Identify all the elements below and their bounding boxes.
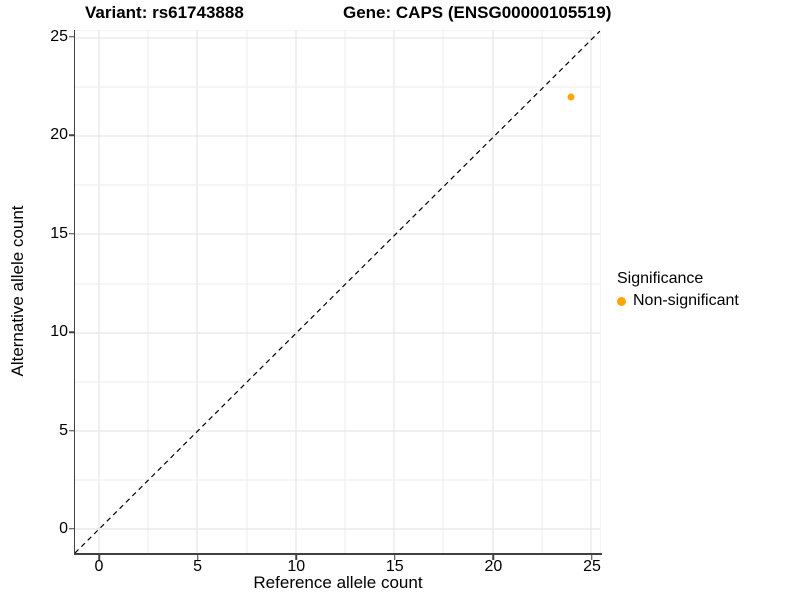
y-tick-mark bbox=[68, 233, 74, 235]
data-point bbox=[567, 93, 575, 101]
identity-dashed-line bbox=[75, 31, 600, 553]
gridline-horizontal bbox=[75, 233, 600, 235]
plot-panel bbox=[75, 30, 601, 553]
gridline-vertical bbox=[147, 31, 149, 553]
legend-title: Significance bbox=[617, 270, 704, 287]
x-tick-mark bbox=[591, 554, 593, 560]
y-tick-mark bbox=[68, 528, 74, 530]
x-tick-mark bbox=[492, 554, 495, 560]
x-tick-mark bbox=[394, 554, 396, 560]
x-tick-label: 20 bbox=[484, 558, 503, 575]
y-tick-label: 5 bbox=[59, 421, 68, 439]
x-tick-label: 15 bbox=[385, 558, 404, 575]
gridline-vertical bbox=[98, 31, 100, 553]
gridline-horizontal bbox=[75, 135, 600, 137]
legend-marker-circle-icon bbox=[617, 296, 626, 306]
gridline-vertical bbox=[393, 31, 395, 553]
x-tick-label: 10 bbox=[287, 558, 306, 575]
x-tick-label: 5 bbox=[193, 558, 203, 575]
legend-label: Non-significant bbox=[633, 292, 739, 309]
gridline-horizontal bbox=[75, 37, 600, 39]
x-tick-labels: 0 5 10 15 20 25 bbox=[75, 558, 601, 578]
gridline-horizontal bbox=[75, 479, 600, 481]
gridline-horizontal bbox=[75, 283, 600, 284]
x-tick-marks bbox=[75, 554, 601, 560]
y-tick-marks bbox=[68, 30, 74, 553]
legend: Significance Non-significant bbox=[617, 270, 739, 310]
gridline-vertical bbox=[541, 31, 543, 553]
gridline-horizontal bbox=[75, 332, 600, 334]
gridline-vertical bbox=[295, 31, 297, 553]
gridline-vertical bbox=[442, 31, 444, 553]
gridline-horizontal bbox=[75, 184, 600, 186]
gridline-vertical bbox=[590, 31, 592, 553]
y-axis-title: Alternative allele count bbox=[8, 205, 27, 377]
x-axis-title: Reference allele count bbox=[253, 573, 423, 592]
x-tick-mark bbox=[98, 554, 100, 560]
gridline-vertical bbox=[344, 31, 346, 553]
y-tick-label: 0 bbox=[59, 519, 68, 537]
gridline-horizontal bbox=[75, 381, 600, 383]
y-tick-label: 15 bbox=[50, 224, 68, 242]
y-tick-labels: 25 20 15 10 5 0 bbox=[0, 28, 68, 553]
x-tick-label: 0 bbox=[94, 558, 104, 575]
y-tick-mark bbox=[68, 36, 74, 38]
y-tick-label: 10 bbox=[50, 323, 68, 341]
legend-item: Non-significant bbox=[617, 292, 739, 310]
y-tick-label: 20 bbox=[50, 126, 68, 144]
x-tick-mark bbox=[196, 554, 199, 560]
x-tick-label: 25 bbox=[583, 558, 601, 575]
gridline-vertical bbox=[492, 31, 494, 553]
plot-title-variant: Variant: rs61743888 bbox=[85, 3, 244, 22]
gridline-horizontal bbox=[75, 528, 600, 530]
y-tick-mark bbox=[68, 429, 74, 432]
gridline-horizontal bbox=[75, 430, 600, 432]
gridline-vertical bbox=[196, 31, 198, 553]
plot-title-gene: Gene: CAPS (ENSG00000105519) bbox=[343, 3, 612, 22]
gridline-vertical bbox=[246, 31, 248, 553]
gridline-horizontal bbox=[75, 86, 600, 88]
x-axis-line bbox=[73, 553, 602, 555]
y-tick-label: 25 bbox=[50, 28, 68, 45]
y-tick-mark bbox=[68, 331, 74, 333]
y-tick-mark bbox=[68, 134, 74, 137]
x-tick-mark bbox=[295, 554, 297, 560]
y-axis-line bbox=[73, 30, 75, 555]
